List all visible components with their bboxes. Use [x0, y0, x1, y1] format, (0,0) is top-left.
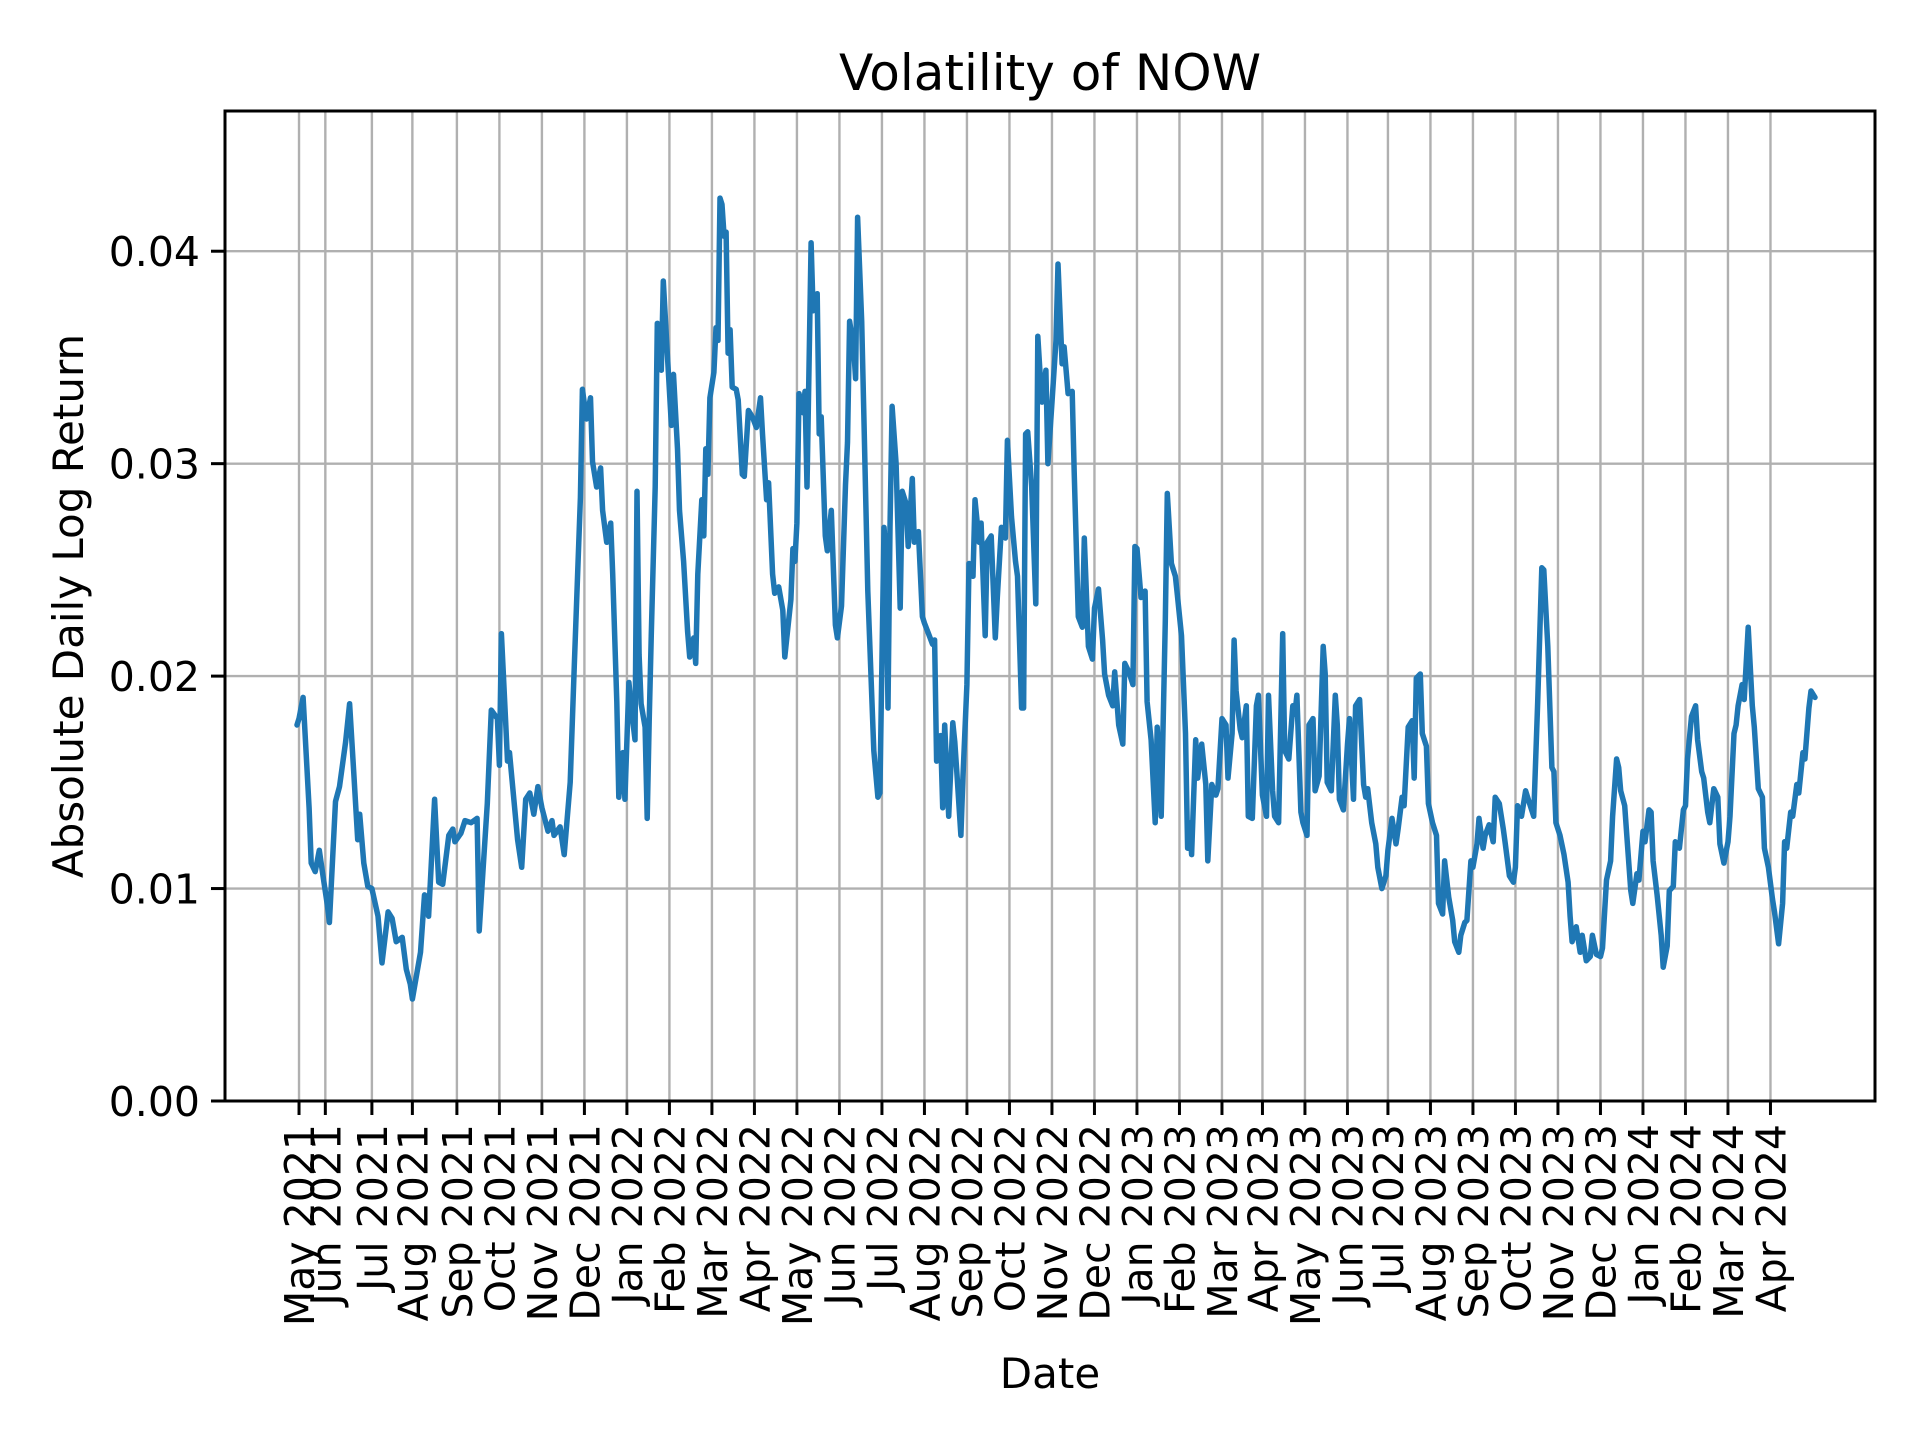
x-tick-label: Mar 2022: [689, 1124, 737, 1319]
axis-ticks: [211, 249, 1772, 1115]
x-tick-label: Dec 2021: [561, 1124, 609, 1321]
x-tick-label: Mar 2023: [1199, 1124, 1247, 1319]
x-tick-label: Nov 2023: [1535, 1124, 1583, 1321]
x-tick-label: Nov 2022: [1029, 1124, 1077, 1321]
x-tick-label: Apr 2023: [1239, 1124, 1287, 1312]
x-tick-label: Apr 2022: [731, 1124, 779, 1312]
x-tick-label: Mar 2024: [1705, 1124, 1753, 1319]
x-tick-label: May 2023: [1282, 1124, 1330, 1326]
x-tick-label: Nov 2021: [519, 1124, 567, 1321]
y-axis-label: Absolute Daily Log Return: [44, 334, 93, 878]
y-tick-label: 0.04: [109, 228, 200, 276]
y-tick-label: 0.01: [109, 866, 200, 914]
x-tick-label: Feb 2022: [646, 1124, 694, 1314]
x-tick-label: Feb 2024: [1662, 1124, 1710, 1314]
x-tick-label: Sep 2021: [434, 1124, 482, 1319]
x-tick-label: Dec 2023: [1577, 1124, 1625, 1321]
x-tick-label: May 2022: [774, 1124, 822, 1326]
x-tick-label: Feb 2023: [1156, 1124, 1204, 1314]
x-tick-label: Sep 2022: [944, 1124, 992, 1319]
y-tick-label: 0.00: [109, 1078, 200, 1126]
chart-title: Volatility of NOW: [839, 44, 1261, 102]
x-tick-label: Jun 2023: [1324, 1124, 1372, 1308]
grid-lines: [225, 111, 1875, 1103]
x-tick-label: Aug 2023: [1407, 1124, 1455, 1321]
x-tick-label: Dec 2022: [1071, 1124, 1119, 1321]
x-tick-label: Jan 2023: [1114, 1124, 1162, 1308]
x-tick-label: Sep 2023: [1450, 1124, 1498, 1319]
x-tick-label: Jun 2022: [816, 1124, 864, 1308]
x-tick-label: Jul 2023: [1365, 1124, 1413, 1294]
plot-area-border: [223, 109, 1877, 1103]
x-tick-label: Apr 2024: [1747, 1124, 1795, 1312]
x-tick-label: Oct 2021: [476, 1124, 524, 1312]
series-layer: [294, 195, 1818, 1002]
x-tick-label: Jul 2021: [349, 1124, 397, 1294]
y-tick-label: 0.03: [109, 441, 200, 489]
x-tick-label: Jun 2021: [302, 1124, 350, 1308]
x-tick-label: Aug 2022: [901, 1124, 949, 1321]
x-axis-label: Date: [1000, 1349, 1100, 1398]
x-tick-label: Jan 2024: [1620, 1124, 1668, 1308]
x-tick-label: Oct 2023: [1492, 1124, 1540, 1312]
x-tick-label: Aug 2021: [389, 1124, 437, 1321]
x-tick-label: Jul 2022: [859, 1124, 907, 1294]
x-tick-label: Oct 2022: [986, 1124, 1034, 1312]
y-tick-label: 0.02: [109, 653, 200, 701]
x-tick-label: Jan 2022: [604, 1124, 652, 1308]
x-tick-label: May 2021: [276, 1124, 324, 1326]
volatility-line-series: [294, 195, 1818, 1002]
